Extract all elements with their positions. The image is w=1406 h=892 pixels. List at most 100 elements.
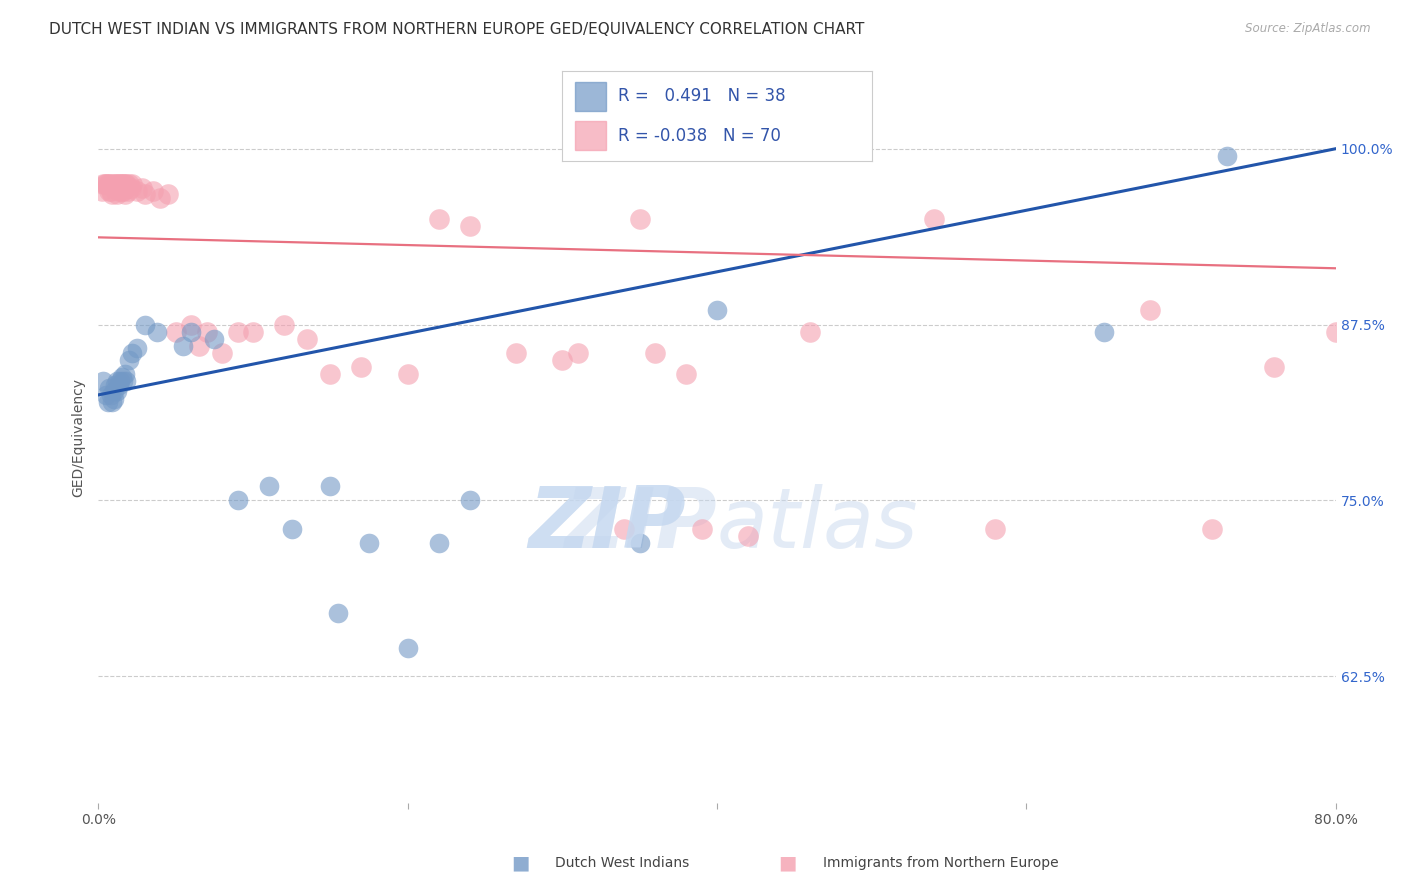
Point: [127, 184, 149, 198]
Point: [172, 338, 194, 352]
Point: [112, 177, 135, 191]
Point: [242, 325, 264, 339]
Point: [91, 374, 114, 388]
Point: [922, 212, 945, 227]
Point: [103, 384, 125, 398]
Point: [115, 177, 138, 191]
Point: [567, 345, 589, 359]
Point: [1216, 149, 1239, 163]
Point: [1386, 212, 1406, 227]
Point: [98, 177, 121, 191]
Point: [551, 352, 574, 367]
Point: [103, 177, 125, 191]
Bar: [575, 121, 606, 150]
Point: [134, 186, 156, 201]
Point: [98, 184, 121, 198]
Point: [180, 318, 202, 332]
Text: ZIP: ZIP: [564, 484, 717, 566]
Point: [103, 181, 125, 195]
Point: [1092, 325, 1115, 339]
Point: [96, 388, 118, 402]
Point: [628, 212, 651, 227]
Text: DUTCH WEST INDIAN VS IMMIGRANTS FROM NORTHERN EUROPE GED/EQUIVALENCY CORRELATION: DUTCH WEST INDIAN VS IMMIGRANTS FROM NOR…: [49, 22, 865, 37]
Text: Immigrants from Northern Europe: Immigrants from Northern Europe: [823, 855, 1059, 870]
Point: [104, 181, 127, 195]
Point: [737, 528, 759, 542]
Point: [108, 177, 131, 191]
Point: [799, 325, 821, 339]
Point: [427, 535, 450, 549]
Point: [706, 303, 728, 318]
Text: ZIP: ZIP: [527, 483, 686, 566]
Point: [281, 521, 304, 535]
Point: [350, 359, 373, 374]
Point: [226, 325, 249, 339]
Point: [644, 345, 666, 359]
Point: [91, 177, 114, 191]
Point: [211, 345, 233, 359]
Point: [105, 177, 128, 191]
Point: [105, 384, 128, 398]
Point: [115, 181, 138, 195]
Point: [1263, 359, 1285, 374]
Point: [108, 181, 131, 195]
Point: [165, 325, 187, 339]
Point: [114, 177, 136, 191]
Point: [146, 325, 169, 339]
Point: [297, 332, 319, 346]
Point: [97, 395, 120, 409]
Text: ■: ■: [510, 853, 530, 872]
Point: [100, 184, 122, 198]
Point: [121, 345, 143, 359]
Point: [204, 332, 226, 346]
Point: [93, 177, 115, 191]
Point: [195, 325, 218, 339]
Point: [90, 184, 112, 198]
Point: [97, 177, 120, 191]
Point: [101, 186, 124, 201]
Point: [100, 388, 122, 402]
Text: R = -0.038   N = 70: R = -0.038 N = 70: [619, 127, 780, 145]
Point: [396, 367, 419, 381]
Point: [118, 177, 141, 191]
Point: [427, 212, 450, 227]
Point: [675, 367, 697, 381]
Point: [188, 338, 211, 352]
Point: [117, 184, 139, 198]
Point: [111, 369, 132, 384]
Point: [111, 177, 132, 191]
Point: [127, 342, 149, 356]
Text: R =   0.491   N = 38: R = 0.491 N = 38: [619, 87, 786, 105]
Point: [103, 392, 125, 406]
Point: [96, 177, 118, 191]
Point: [107, 184, 129, 198]
Point: [357, 535, 380, 549]
Point: [458, 493, 481, 508]
Point: [114, 367, 136, 381]
Point: [690, 521, 713, 535]
Point: [157, 186, 180, 201]
Point: [104, 177, 127, 191]
Point: [134, 318, 156, 332]
Point: [100, 177, 122, 191]
Point: [984, 521, 1007, 535]
Point: [112, 374, 135, 388]
Point: [326, 606, 350, 620]
Point: [105, 186, 128, 201]
Point: [104, 378, 127, 392]
Point: [115, 374, 138, 388]
Point: [149, 191, 172, 205]
Point: [319, 367, 342, 381]
Point: [121, 177, 143, 191]
Point: [319, 479, 342, 493]
Point: [118, 352, 141, 367]
Text: Source: ZipAtlas.com: Source: ZipAtlas.com: [1246, 22, 1371, 36]
Point: [396, 641, 419, 656]
Bar: [575, 82, 606, 111]
Point: [458, 219, 481, 233]
Point: [1201, 521, 1223, 535]
Point: [1324, 325, 1347, 339]
Text: ■: ■: [778, 853, 797, 872]
Point: [107, 378, 129, 392]
Point: [108, 374, 131, 388]
